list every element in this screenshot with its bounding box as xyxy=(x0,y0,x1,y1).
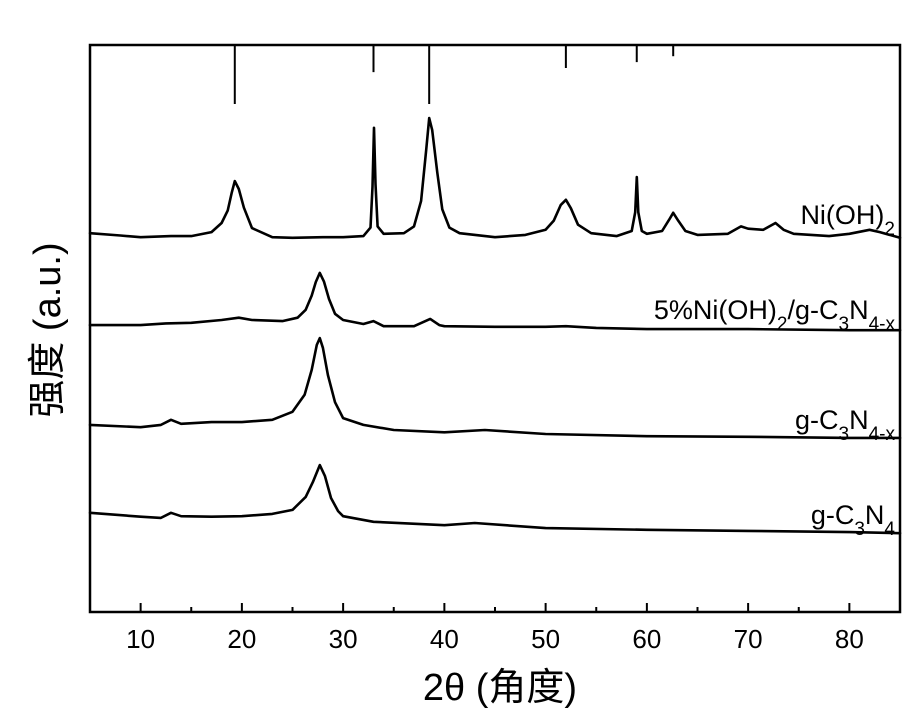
series-label-subscript: 3 xyxy=(839,424,850,445)
x-tick-label: 20 xyxy=(227,624,256,654)
series-line xyxy=(90,118,900,238)
series-label-subscript: 4-x xyxy=(869,424,896,445)
x-tick-label: 10 xyxy=(126,624,155,654)
series-label-subscript: 4 xyxy=(884,519,895,540)
series-line xyxy=(90,338,900,438)
series-labels: Ni(OH)25%Ni(OH)2/g-C3N4-xg-C3N4-xg-C3N4 xyxy=(654,200,896,540)
series-label-text: N xyxy=(865,500,885,530)
y-axis-label: 强度 (a.u.) xyxy=(27,242,69,417)
x-tick-label: 60 xyxy=(632,624,661,654)
x-tick-label: 40 xyxy=(430,624,459,654)
series-label-subscript: 4-x xyxy=(869,314,896,335)
series-label-text: g-C xyxy=(811,500,855,530)
series-label-subscript: 3 xyxy=(839,314,850,335)
series-label-text: N xyxy=(849,295,869,325)
series-label-text: N xyxy=(849,405,869,435)
series-label-subscript: 3 xyxy=(854,519,865,540)
x-axis-ticks: 10 20 30 40 50 60 70 80 xyxy=(126,603,864,654)
series-label-subscript: 2 xyxy=(777,314,788,335)
x-tick-label: 70 xyxy=(734,624,763,654)
reference-lines xyxy=(235,45,673,104)
x-tick-label: 50 xyxy=(531,624,560,654)
x-tick-label: 30 xyxy=(329,624,358,654)
series-label-subscript: 2 xyxy=(884,219,895,240)
series-label-text: /g-C xyxy=(788,295,839,325)
series-label-text: g-C xyxy=(795,405,839,435)
series-label-text: 5%Ni(OH) xyxy=(654,295,777,325)
series-line xyxy=(90,465,900,533)
x-axis-label: 2θ (角度) xyxy=(423,667,577,709)
x-tick-label: 80 xyxy=(835,624,864,654)
series-label-text: Ni(OH) xyxy=(800,200,884,230)
